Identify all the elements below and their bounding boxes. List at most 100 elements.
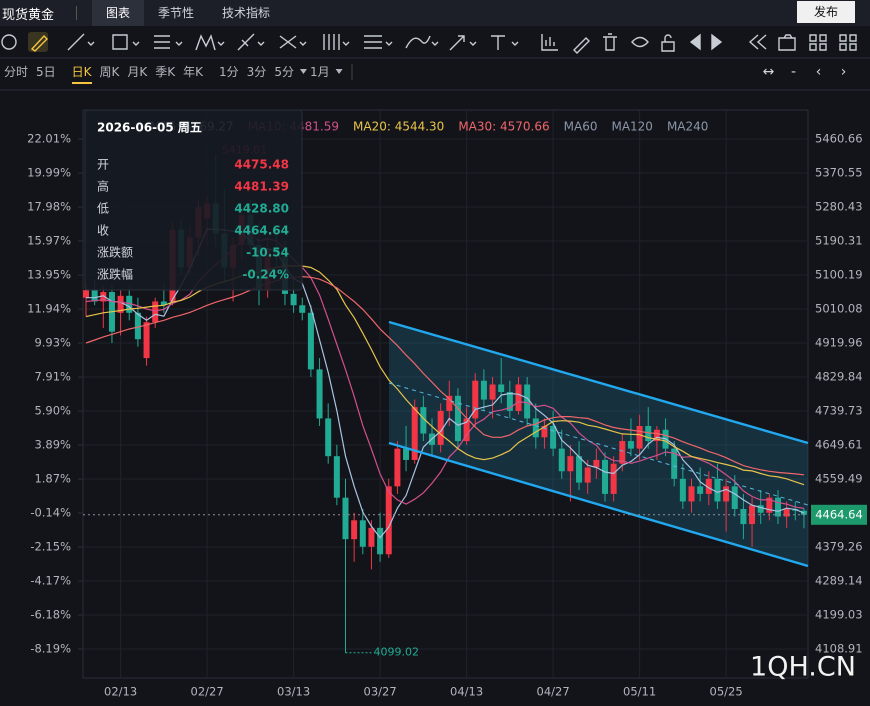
tool-icon[interactable] [323,34,350,50]
tab[interactable]: 图表 [92,0,145,26]
candle-body [411,407,418,460]
candle-body [91,290,98,302]
candle-body [454,395,461,442]
tool-icon[interactable] [237,33,265,51]
y-tick-label: 5280.43 [815,199,863,213]
plot-border [82,109,809,679]
tooltip-label: 涨跌额 [97,245,133,260]
frame [0,89,870,679]
period-button[interactable]: 1分 [219,65,239,79]
y-tick-label: 5100.19 [815,268,863,282]
candle-body [541,425,548,438]
x-tick-label: 04/13 [450,685,483,699]
y-tick-label: 4829.84 [815,370,863,384]
tool-icon[interactable] [364,35,393,49]
view-control[interactable]: ‹ [815,64,822,80]
candle-body [152,301,159,323]
legend-entry[interactable]: MA60 [564,120,598,134]
tool-icon[interactable] [541,34,558,51]
y-tick-label: 4199.03 [815,608,863,622]
period-button[interactable]: 3分 [246,65,267,79]
y2-tick-label: 7.91% [34,370,71,384]
x-tick-label: 02/13 [104,685,137,699]
x-tick-label: 04/27 [537,685,570,699]
legend-entry[interactable]: MA240 [667,120,708,134]
y2-tick-label: 17.98% [27,200,71,214]
y-tick-label: 5370.55 [815,165,863,179]
period-button[interactable]: 5分 [274,65,294,79]
tool-icon[interactable] [67,33,95,51]
channel-middle [388,382,809,506]
y-tick-label: 4108.91 [815,642,863,656]
tool-icon[interactable] [809,34,827,51]
legend-entry[interactable]: MA30: 4570.66 [458,120,549,134]
candle-body [576,456,583,483]
candle-body [472,380,479,419]
candle-body [420,407,427,434]
tool-icon[interactable] [661,34,675,52]
period-button[interactable]: 日K [71,60,92,84]
candle-body [463,418,470,442]
candle-body [498,384,505,393]
y-tick-label: 4649.61 [815,438,863,452]
y2-tick-label: 9.93% [34,336,71,350]
y2-tick-label: 15.97% [27,234,71,248]
y2-tick-label: -4.17% [30,574,71,588]
y-tick-label: 4289.14 [815,574,863,588]
last-price-box [811,504,867,525]
tool-icon[interactable] [778,34,796,51]
period-button[interactable]: 5日 [36,65,56,79]
y2-tick-label: 22.01% [27,132,71,146]
legend-entry[interactable]: MA120 [611,120,652,134]
candle-body [368,527,375,547]
tool-icon[interactable] [1,34,17,50]
view-control[interactable]: ↔ [762,64,775,80]
period-button[interactable]: 周K [99,65,120,79]
dropdown-arrow[interactable] [335,69,343,74]
tool-icon[interactable] [405,35,439,49]
tab[interactable]: 技术指标 [222,6,271,20]
candle-body [610,463,617,494]
tool-icon[interactable] [603,33,617,51]
tooltip: 2026-06-05 周五开 4475.48 高 4481.39 低 4428.80 收 44… [84,109,303,291]
period-button[interactable]: 1月 [309,65,330,79]
tool-icon[interactable] [154,35,183,49]
view-control[interactable]: › [840,64,847,80]
candle-body [385,486,392,555]
candle-body [100,292,107,302]
tool-icon[interactable] [112,34,140,50]
period-button[interactable]: 月K [127,65,148,79]
min-label: 4099.02 [374,646,420,659]
y2-tick-label: -6.18% [30,608,71,622]
tool-icon[interactable] [279,35,307,49]
tab[interactable]: 季节性 [158,6,195,20]
dropdown-arrow[interactable] [299,69,307,74]
tool-icon[interactable] [573,37,590,54]
y2-tick-label: -0.14% [30,506,71,520]
tool-icon[interactable] [195,34,225,51]
candle-body [705,478,712,494]
tool-icon[interactable] [748,34,767,50]
tool-icon[interactable] [449,35,477,51]
y-tick-label: 4559.49 [815,472,863,486]
period-button[interactable]: 年K [183,65,204,79]
ma-line [85,275,805,476]
period-button[interactable]: 分时 [4,65,29,79]
tool-icon[interactable] [30,34,48,52]
tool-icon[interactable] [839,34,857,51]
y-tick-label: 4739.73 [815,403,863,417]
tool-icon[interactable] [631,36,649,48]
candle-body [377,527,384,555]
view-control[interactable]: - [790,64,797,80]
candle-body [403,448,410,460]
candle-body [480,380,487,400]
watermark: 1QH.CN [750,652,856,683]
period-button[interactable]: 季K [155,65,176,79]
publish-button[interactable]: 发布 [797,1,855,23]
candle-body [489,384,496,400]
legend-entry[interactable]: MA20: 4544.30 [353,120,444,134]
tool-icon[interactable] [491,35,519,50]
candle-body [550,425,557,449]
tool-icon[interactable] [689,33,723,51]
